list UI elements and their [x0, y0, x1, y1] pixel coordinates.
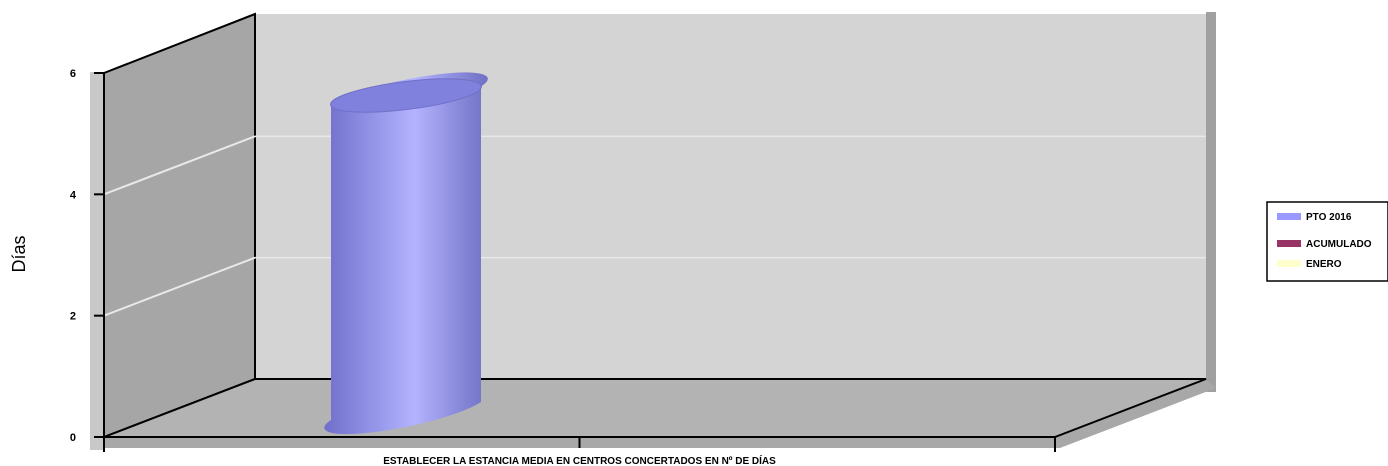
- x-tick-label: ESTABLECER LA ESTANCIA MEDIA EN CENTROS …: [383, 454, 776, 466]
- floor: [103, 378, 1207, 438]
- back-wall-shadow: [1206, 12, 1216, 392]
- legend-label: ACUMULADO: [1306, 239, 1372, 250]
- y-axis: 0 2 4 6: [70, 68, 105, 452]
- back-wall: [255, 14, 1206, 379]
- legend-swatch: [1277, 260, 1301, 267]
- legend-label: ENERO: [1306, 259, 1342, 270]
- bars: [324, 72, 488, 435]
- bar-cylinder-top: [330, 78, 482, 113]
- y-tick-label: 4: [70, 189, 77, 201]
- legend-swatch: [1277, 213, 1301, 220]
- x-axis: ESTABLECER LA ESTANCIA MEDIA EN CENTROS …: [103, 436, 1056, 466]
- legend-swatch: [1277, 240, 1301, 247]
- gridline-side: [103, 135, 256, 196]
- wall-shadow: [90, 72, 105, 450]
- y-axis-title: Días: [9, 235, 29, 272]
- y-tick-label: 2: [70, 311, 76, 323]
- bar-cylinder: [324, 72, 488, 435]
- y-tick-label: 0: [70, 432, 76, 444]
- side-wall: [103, 12, 256, 439]
- floor-shadow: [105, 380, 1216, 448]
- gridline-side: [103, 256, 256, 317]
- legend: PTO 2016 ACUMULADO ENERO: [1266, 201, 1388, 282]
- legend-label: PTO 2016: [1306, 212, 1352, 223]
- y-tick-label: 6: [70, 68, 76, 80]
